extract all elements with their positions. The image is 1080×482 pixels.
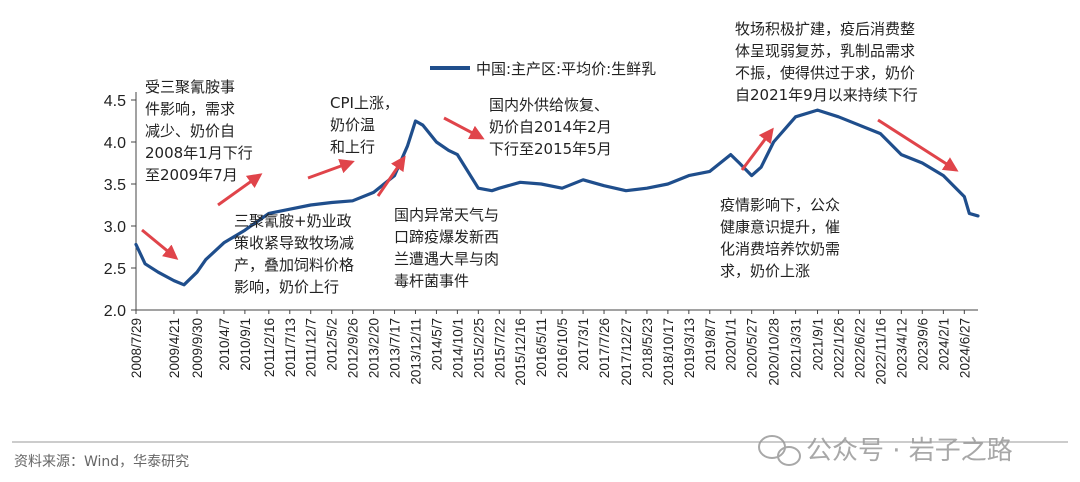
annotation-text: 健康意识提升，催 bbox=[720, 218, 840, 236]
x-tick-label: 2018/10/17 bbox=[661, 318, 676, 386]
x-tick-label: 2013/2/20 bbox=[367, 318, 382, 378]
source-note: 资料来源：Wind，华泰研究 bbox=[14, 454, 189, 470]
x-tick-label: 2012/5/2 bbox=[325, 318, 340, 371]
legend: 中国:主产区:平均价:生鲜乳 bbox=[430, 60, 656, 78]
watermark: 公众号 · 岩子之路 bbox=[758, 435, 1013, 466]
x-tick-label: 2022/6/22 bbox=[852, 318, 867, 378]
x-tick-label: 2016/5/11 bbox=[534, 318, 549, 377]
annotation-text: 疫情影响下，公众 bbox=[720, 196, 840, 214]
x-tick-label: 2011/2/16 bbox=[262, 318, 277, 377]
x-tick-label: 2017/12/27 bbox=[619, 318, 634, 386]
x-tick-label: 2015/2/25 bbox=[471, 318, 486, 378]
annotation-text: 影响，奶价上行 bbox=[234, 278, 339, 296]
x-tick-label: 2023/9/6 bbox=[915, 318, 930, 371]
trend-arrow bbox=[740, 127, 774, 171]
x-tick-label: 2020/5/27 bbox=[745, 318, 760, 378]
y-tick-label: 2.0 bbox=[104, 303, 126, 320]
x-tick-label: 2020/1/1 bbox=[724, 318, 739, 371]
trend-arrow bbox=[376, 155, 406, 197]
x-tick-label: 2019/8/7 bbox=[703, 318, 718, 371]
x-tick-label: 2020/10/28 bbox=[767, 318, 782, 386]
y-tick-label: 4.5 bbox=[104, 93, 126, 110]
annotation-text: 牧场积极扩建，疫后消费整 bbox=[735, 20, 915, 38]
annotation-text: 毒杆菌事件 bbox=[394, 272, 469, 290]
annotation-text: 受三聚氰胺事 bbox=[145, 78, 235, 96]
x-tick-label: 2024/6/27 bbox=[957, 318, 972, 378]
annotation-text: 产，叠加饲料价格 bbox=[234, 256, 354, 274]
x-tick-label: 2008/7/29 bbox=[129, 318, 144, 378]
annotation-text: 2008年1月下行 bbox=[145, 144, 253, 162]
annotation-text: 减少、奶价自 bbox=[145, 122, 235, 140]
x-tick-label: 2015/12/16 bbox=[513, 318, 528, 386]
y-tick-label: 3.5 bbox=[104, 177, 126, 194]
x-tick-label: 2012/9/26 bbox=[346, 318, 361, 378]
annotation-text: 兰遭遇大旱与肉 bbox=[394, 250, 499, 268]
x-tick-label: 2010/9/1 bbox=[238, 318, 253, 371]
y-tick-label: 4.0 bbox=[104, 135, 126, 152]
annotation-text: 奶价温 bbox=[330, 116, 375, 134]
annotation-text: 三聚氰胺+奶业政 bbox=[234, 212, 352, 230]
annotation-block: 牧场积极扩建，疫后消费整体呈现弱复苏，乳制品需求不振，使得供过于求，奶价自202… bbox=[735, 20, 918, 104]
x-tick-label: 2024/2/1 bbox=[936, 318, 951, 371]
annotation-text: 下行至2015年5月 bbox=[489, 140, 612, 158]
watermark-text: 公众号 · 岩子之路 bbox=[806, 436, 1013, 466]
series-layer bbox=[134, 108, 980, 287]
x-tick-label: 2017/7/26 bbox=[597, 318, 612, 378]
annotation-text: 件影响，需求 bbox=[145, 100, 235, 118]
x-tick-label: 2019/3/13 bbox=[682, 318, 697, 378]
y-tick-label: 2.5 bbox=[104, 261, 126, 278]
y-tick-label: 3.0 bbox=[104, 219, 126, 236]
trend-arrow bbox=[443, 116, 485, 140]
x-tick-label: 2017/3/1 bbox=[576, 318, 591, 371]
x-tick-label: 2013/7/17 bbox=[388, 318, 403, 378]
x-tick-label: 2011/7/13 bbox=[283, 318, 298, 377]
trend-arrow bbox=[307, 159, 355, 180]
annotation-text: 体呈现弱复苏，乳制品需求 bbox=[735, 42, 915, 60]
annotation-text: 策收紧导致牧场减 bbox=[234, 234, 354, 252]
trend-arrows bbox=[141, 116, 959, 260]
legend-label: 中国:主产区:平均价:生鲜乳 bbox=[476, 60, 656, 78]
x-tick-label: 2009/4/21 bbox=[167, 318, 182, 378]
annotation-text: 奶价自2014年2月 bbox=[489, 118, 612, 136]
x-tick-label: 2022/1/26 bbox=[831, 318, 846, 378]
x-tick-label: 2015/7/22 bbox=[492, 318, 507, 378]
trend-arrow bbox=[141, 228, 179, 260]
axes: 2.0 2.5 3.0 3.5 4.0 4.5 2008/7/29 2009/4/21 2009… bbox=[104, 92, 978, 386]
x-tick-label: 2014/10/1 bbox=[450, 318, 465, 378]
x-tick-label: 2023/4/12 bbox=[894, 318, 909, 378]
wechat-icon bbox=[758, 435, 801, 466]
annotation-text: CPI上涨， bbox=[330, 94, 399, 112]
x-tick-label: 2010/4/7 bbox=[217, 318, 232, 371]
annotation-text: 化消费培养饮奶需 bbox=[720, 240, 840, 258]
annotation-text: 至2009年7月 bbox=[145, 166, 238, 184]
annotation-text: 国内异常天气与 bbox=[394, 206, 499, 224]
annotation-text: 国内外供给恢复、 bbox=[489, 96, 609, 114]
annotation-text: 不振，使得供过于求，奶价 bbox=[735, 64, 915, 82]
x-tick-label: 2021/3/31 bbox=[789, 318, 804, 378]
trend-arrow bbox=[217, 173, 263, 207]
annotation-text: 求，奶价上涨 bbox=[720, 262, 810, 280]
x-tick-label: 2021/9/1 bbox=[811, 318, 826, 371]
x-tick-label: 2013/12/11 bbox=[408, 318, 423, 385]
x-tick-label: 2016/10/5 bbox=[555, 318, 570, 378]
annotation-text: 和上行 bbox=[330, 138, 375, 156]
x-tick-label: 2018/5/23 bbox=[640, 318, 655, 378]
x-tick-label: 2009/9/30 bbox=[190, 318, 205, 378]
annotation-text: 口蹄疫爆发新西 bbox=[394, 228, 499, 246]
trend-arrow bbox=[877, 118, 959, 172]
annotation-text: 自2021年9月以来持续下行 bbox=[735, 86, 918, 104]
x-tick-label: 2022/11/16 bbox=[873, 318, 888, 385]
x-tick-label: 2011/12/7 bbox=[304, 318, 319, 377]
series-line bbox=[134, 108, 980, 287]
x-tick-label: 2014/5/7 bbox=[429, 318, 444, 371]
